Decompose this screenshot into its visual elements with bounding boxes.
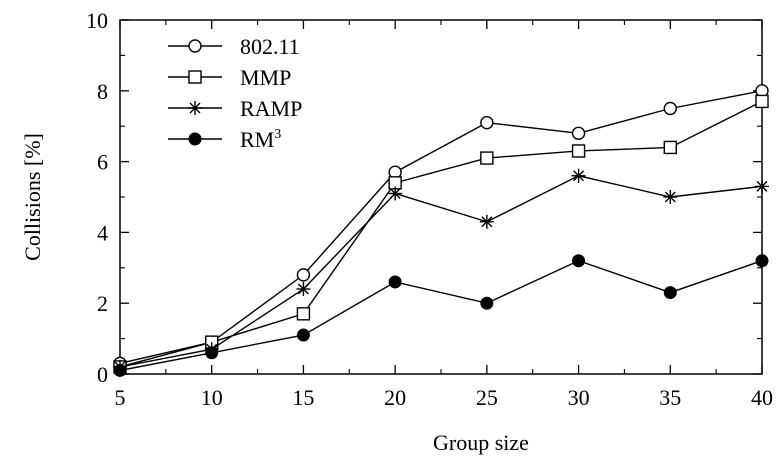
- filled-circle-marker: [205, 346, 219, 360]
- asterisk-marker: [755, 179, 769, 194]
- legend: 802.11 MMP RAMP RM3: [168, 34, 302, 152]
- y-tick-label: 10: [86, 8, 108, 33]
- axes: 5 10 15 20 25 30 35 40 0 2 4 6 8 10: [86, 8, 773, 410]
- square-marker: [188, 70, 202, 84]
- legend-label: RM3: [240, 127, 281, 152]
- circle-marker: [663, 101, 677, 116]
- asterisk-marker: [571, 168, 586, 183]
- x-tick-label: 25: [476, 385, 498, 410]
- circle-marker: [296, 268, 311, 282]
- square-marker: [296, 307, 311, 321]
- square-marker: [755, 94, 769, 109]
- y-axis-title: Collisions [%]: [20, 133, 45, 261]
- x-axis-title: Group size: [433, 430, 529, 455]
- y-tick-label: 2: [97, 291, 108, 316]
- y-tick-label: 8: [97, 79, 108, 104]
- asterisk-marker: [188, 101, 202, 115]
- circle-marker: [571, 126, 586, 140]
- asterisk-marker: [296, 282, 311, 297]
- series-line: [119, 100, 763, 368]
- series-802-11: [113, 84, 769, 371]
- legend-item-mmp: MMP: [168, 65, 291, 90]
- x-tick-label: 10: [201, 385, 223, 410]
- series-rm: [113, 254, 769, 377]
- series-line: [119, 175, 763, 368]
- filled-circle-marker: [572, 254, 586, 268]
- filled-circle-marker: [296, 328, 310, 342]
- filled-circle-marker: [480, 296, 494, 310]
- filled-circle-marker: [755, 254, 769, 268]
- x-tick-label: 40: [751, 385, 773, 410]
- circle-marker: [188, 39, 202, 53]
- legend-label: MMP: [240, 65, 291, 90]
- series-line: [119, 259, 763, 372]
- square-marker: [663, 140, 677, 155]
- x-tick-label: 15: [292, 385, 314, 410]
- series-line: [119, 90, 763, 365]
- y-tick-label: 4: [97, 220, 108, 245]
- asterisk-marker: [479, 214, 494, 229]
- x-tick-label: 35: [659, 385, 681, 410]
- circle-marker: [480, 115, 494, 130]
- x-tick-label: 30: [568, 385, 590, 410]
- asterisk-marker: [663, 190, 678, 204]
- series-layer: [113, 84, 769, 377]
- legend-item-rm: RM3: [168, 127, 281, 152]
- y-tick-label: 0: [97, 362, 108, 387]
- filled-circle-marker: [188, 132, 202, 146]
- asterisk-marker: [388, 186, 403, 201]
- series-ramp: [113, 168, 769, 374]
- square-marker: [480, 151, 494, 165]
- square-marker: [571, 144, 586, 158]
- legend-item-ramp: RAMP: [168, 96, 302, 121]
- filled-circle-marker: [113, 363, 127, 377]
- filled-circle-marker: [663, 286, 677, 300]
- series-mmp: [113, 94, 769, 374]
- legend-item-802-11: 802.11: [168, 34, 300, 59]
- filled-circle-marker: [388, 275, 402, 289]
- x-tick-label: 5: [115, 385, 126, 410]
- legend-label: RAMP: [240, 96, 302, 121]
- legend-label: 802.11: [240, 34, 300, 59]
- y-tick-label: 6: [97, 150, 108, 175]
- x-tick-label: 20: [384, 385, 406, 410]
